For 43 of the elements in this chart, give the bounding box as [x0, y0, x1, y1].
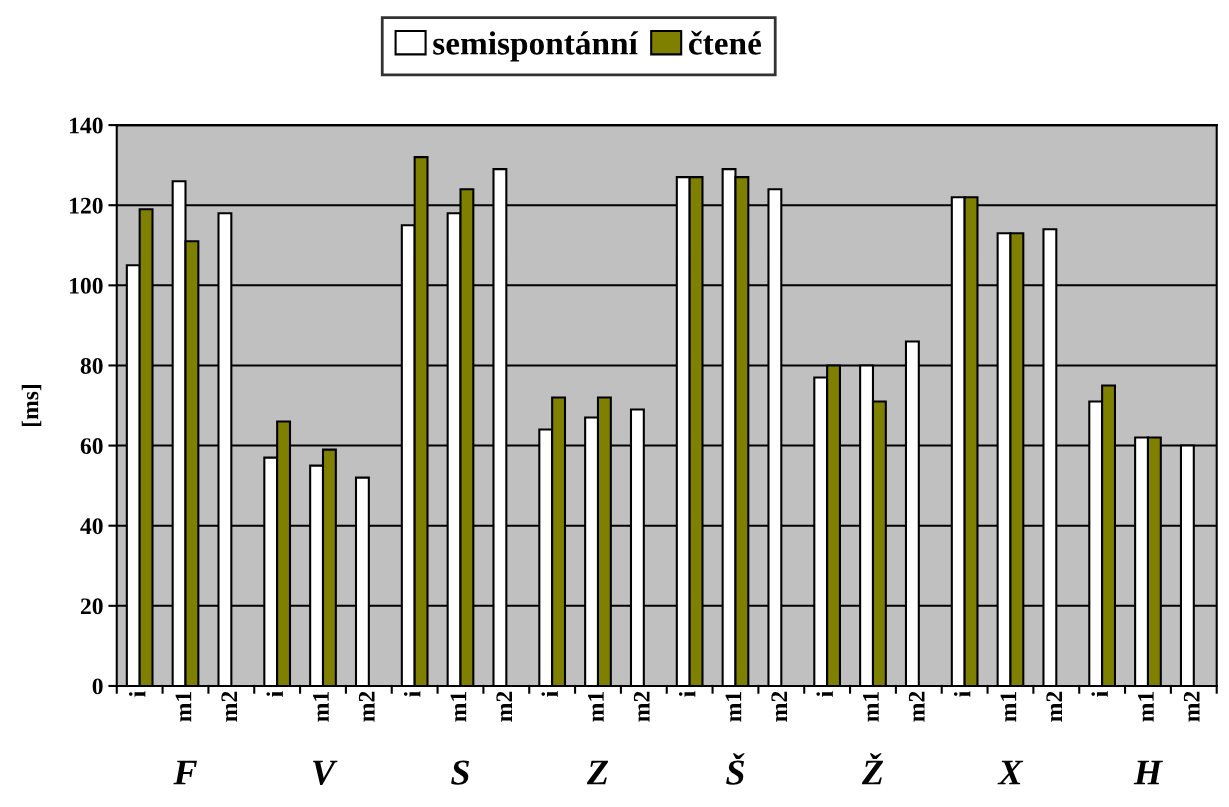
text: V — [313, 760, 338, 785]
x-tick-label: m2 — [1183, 691, 1200, 722]
text: Š — [726, 753, 745, 785]
x-tick-label: m2 — [221, 691, 238, 722]
x-tick-label: m1 — [175, 692, 192, 722]
x-tick-label: i — [816, 691, 833, 697]
y-tick-label: 20 — [80, 598, 103, 615]
x-tick-label: m1 — [725, 692, 742, 722]
text: X — [997, 760, 1024, 785]
x-tick-label: m2 — [771, 691, 787, 722]
x-tick-label: m2 — [358, 691, 375, 722]
y-tick-label: 140 — [70, 117, 103, 134]
x-tick-label: i — [266, 691, 283, 697]
legend-label: čtené — [689, 30, 762, 55]
text: Ž — [861, 753, 884, 785]
y-tick-label: 120 — [70, 197, 103, 214]
x-tick-label: m2 — [1046, 691, 1062, 722]
text: H — [1133, 760, 1163, 785]
x-tick-label: m1 — [450, 692, 467, 722]
text: S — [451, 760, 470, 785]
x-tick-label: m1 — [1000, 692, 1017, 722]
y-tick-label: 40 — [80, 518, 103, 535]
x-tick-label: i — [1091, 691, 1108, 697]
text: F — [173, 760, 197, 785]
x-tick-label: m2 — [633, 691, 650, 722]
x-tick-label: m1 — [1138, 692, 1154, 722]
x-tick-label: m1 — [588, 692, 604, 722]
y-tick-label: 60 — [80, 438, 103, 454]
x-tick-label: m1 — [313, 692, 329, 722]
y-tick-label: 100 — [70, 277, 103, 294]
y-tick-label: 0 — [92, 678, 103, 695]
legend-label: semispontánní — [433, 31, 639, 62]
x-tick-label: i — [541, 691, 558, 697]
y-tick-label: 80 — [80, 357, 103, 374]
text: Z — [586, 760, 609, 785]
y-axis-title: [ms] — [21, 384, 42, 427]
x-tick-label: m2 — [908, 691, 925, 722]
x-tick-label: m1 — [863, 692, 879, 722]
x-tick-label: i — [403, 691, 421, 697]
x-tick-label: i — [128, 691, 146, 697]
x-tick-label: i — [678, 691, 696, 697]
x-tick-label: m2 — [496, 691, 512, 722]
x-tick-label: i — [953, 691, 971, 697]
